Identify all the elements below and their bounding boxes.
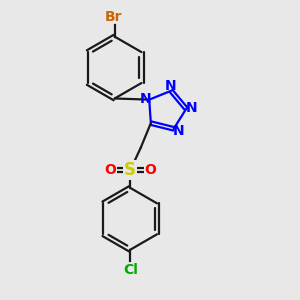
Text: N: N (139, 92, 151, 106)
Text: O: O (104, 163, 116, 177)
Text: O: O (145, 163, 157, 177)
Text: N: N (173, 124, 185, 138)
Text: S: S (124, 161, 136, 179)
Text: Br: Br (104, 10, 122, 24)
Text: N: N (165, 79, 176, 93)
Text: N: N (186, 101, 198, 115)
Text: Cl: Cl (123, 263, 138, 277)
